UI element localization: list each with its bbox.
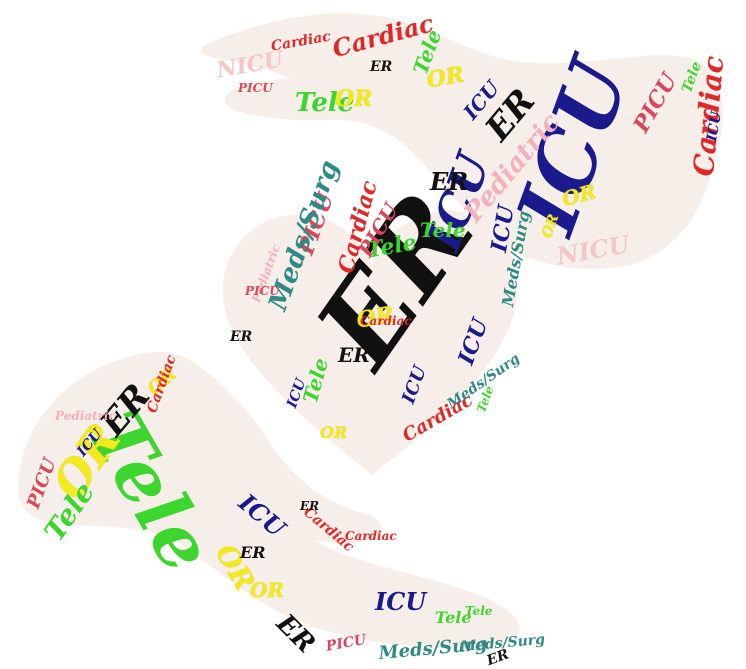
word-tele: Tele	[295, 88, 355, 118]
word-or: OR	[250, 578, 285, 602]
top-hand-shape	[201, 13, 723, 269]
word-er: ER	[300, 499, 320, 513]
word-tele: Tele	[435, 608, 472, 627]
bottom-hand-shape	[18, 351, 521, 649]
word-cardiac: Cardiac	[360, 314, 412, 328]
word-or: OR	[335, 86, 373, 112]
word-or: OR	[424, 61, 467, 94]
word-er: ER	[240, 543, 266, 562]
heart-shape	[222, 210, 518, 475]
word-picu: PICU	[245, 284, 280, 298]
word-cardiac: Cardiac	[345, 529, 397, 543]
word-tele: Tele	[420, 218, 466, 242]
word-or: OR	[320, 423, 348, 442]
word-tele: Tele	[465, 604, 493, 618]
word-er: ER	[230, 329, 253, 345]
word-icu: ICU	[375, 587, 427, 616]
word-picu: PICU	[238, 81, 273, 95]
word-er: ER	[338, 343, 370, 367]
word-er: ER	[430, 167, 469, 196]
word-er: ER	[370, 59, 393, 75]
word-pediatric: Pediatric	[55, 409, 116, 423]
